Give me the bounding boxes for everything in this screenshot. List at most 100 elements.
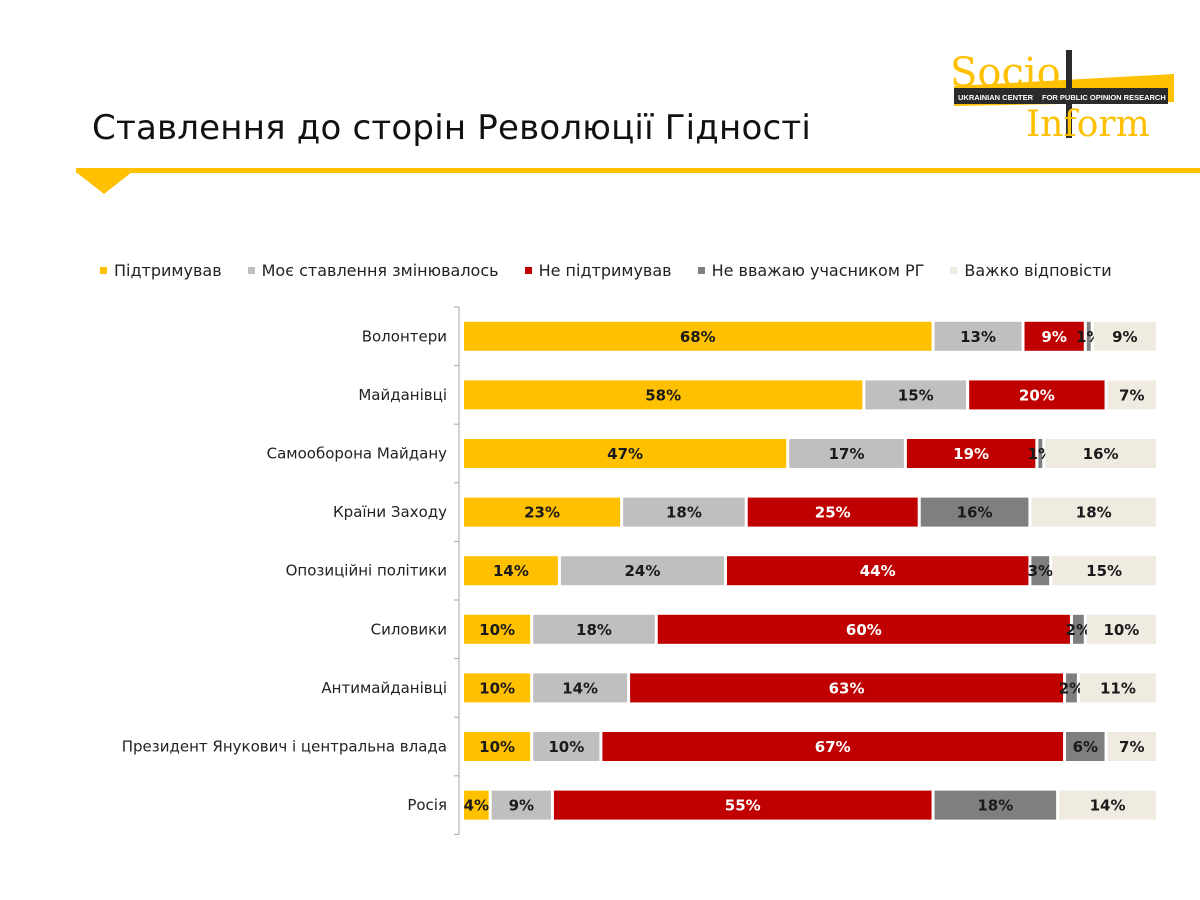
bar-row: 58% 15% 20% 7% bbox=[464, 380, 1156, 410]
bar-value-label: 20% bbox=[1019, 386, 1055, 404]
bar-segment bbox=[1031, 556, 1050, 586]
bar-segment bbox=[464, 439, 787, 468]
bar-value-label: 15% bbox=[898, 386, 934, 404]
bar-value-label: 14% bbox=[493, 562, 529, 580]
bar-row: 10% 18% 60% 2% 10% bbox=[464, 614, 1156, 644]
legend-item-1: Підтримував bbox=[100, 261, 222, 280]
page-title: Ставлення до сторін Революції Гідності bbox=[92, 108, 811, 148]
bar-value-label: 14% bbox=[1090, 797, 1126, 815]
bar-value-label: 15% bbox=[1086, 562, 1122, 580]
bar-segment bbox=[464, 614, 531, 644]
bar-segment bbox=[533, 614, 655, 644]
bar-value-label: 60% bbox=[846, 621, 882, 639]
bar-value-label: 14% bbox=[562, 679, 598, 697]
bar-value-label: 2% bbox=[1059, 679, 1084, 697]
bar-segment bbox=[747, 497, 918, 527]
bar-segment bbox=[969, 380, 1105, 410]
bar-row: 4% 9% 55% 18% 14% bbox=[464, 790, 1156, 820]
legend-swatch bbox=[247, 266, 255, 274]
chart-legend: Підтримував Моє ставлення змінювалось Не п… bbox=[100, 258, 1160, 282]
bar-segment bbox=[934, 790, 1057, 820]
bar-value-label: 19% bbox=[953, 445, 989, 463]
category-label: Президент Янукович і центральна влада bbox=[122, 738, 447, 756]
bar-segment bbox=[1086, 321, 1091, 351]
bar-segment bbox=[560, 556, 724, 586]
legend-label: Не підтримував bbox=[538, 260, 672, 280]
axis-layer: Волонтери Майданівці Самооборона Майдану Кр… bbox=[122, 306, 460, 835]
legend-label: Важко відповісти bbox=[964, 260, 1112, 280]
category-label: Самооборона Майдану bbox=[267, 445, 447, 463]
logo-text-inform: Inform bbox=[1026, 104, 1150, 142]
bar-value-label: 4% bbox=[464, 797, 489, 815]
bar-value-label: 10% bbox=[479, 621, 515, 639]
bar-value-label: 13% bbox=[960, 328, 996, 346]
bar-segment bbox=[1024, 321, 1084, 351]
legend-item-5: Важко відповісти bbox=[950, 260, 1112, 280]
logo-cross-vertical bbox=[1066, 50, 1072, 138]
bar-row: 14% 24% 44% 3% 15% bbox=[464, 556, 1156, 586]
bar-row: 10% 10% 67% 6% 7% bbox=[464, 732, 1156, 761]
bar-row: 68% 13% 9% 1% 9% bbox=[464, 321, 1156, 351]
bar-segment bbox=[1066, 673, 1077, 703]
bar-segment bbox=[553, 790, 932, 820]
legend-label: Моє ставлення змінювалось bbox=[261, 260, 499, 280]
bar-value-label: 9% bbox=[1041, 328, 1066, 346]
bar-row: 10% 14% 63% 2% 11% bbox=[464, 673, 1156, 703]
bar-segment bbox=[657, 614, 1070, 644]
bar-value-label: 58% bbox=[645, 386, 681, 404]
bar-value-label: 18% bbox=[1076, 504, 1112, 522]
bar-value-label: 18% bbox=[977, 797, 1013, 815]
category-label: Антимайданівці bbox=[321, 679, 447, 697]
bar-segment bbox=[464, 732, 531, 761]
logo-band-left-text: UKRAINIAN CENTER bbox=[958, 93, 1034, 102]
bar-segment bbox=[865, 380, 967, 410]
bar-segment bbox=[602, 732, 1064, 761]
legend-item-4: Не вважаю учасником РГ bbox=[697, 260, 925, 280]
logo-text-socio: Socio bbox=[950, 50, 1061, 96]
bar-value-label: 18% bbox=[666, 504, 702, 522]
legend-swatch bbox=[697, 266, 705, 274]
bar-segment bbox=[630, 673, 1064, 703]
bar-row: 23% 18% 25% 16% 18% bbox=[464, 497, 1156, 527]
bar-value-label: 11% bbox=[1100, 679, 1136, 697]
bar-value-label: 7% bbox=[1119, 386, 1144, 404]
title-notch-triangle bbox=[76, 172, 132, 194]
bar-row: 47% 17% 19% 1% 16% bbox=[464, 439, 1156, 468]
logo-band-right-text: FOR PUBLIC OPINION RESEARCH bbox=[1042, 93, 1166, 102]
bar-segment bbox=[1031, 497, 1156, 527]
legend-swatch bbox=[100, 266, 107, 274]
bar-value-label: 2% bbox=[1066, 621, 1091, 639]
category-label: Волонтери bbox=[362, 327, 447, 345]
bar-value-label: 25% bbox=[815, 504, 851, 522]
bar-segment bbox=[934, 321, 1022, 351]
bar-value-label: 9% bbox=[1112, 328, 1137, 346]
category-label: Росія bbox=[407, 796, 447, 814]
bar-segment bbox=[464, 321, 932, 351]
bar-segment bbox=[1045, 439, 1156, 468]
bar-value-label: 18% bbox=[576, 621, 612, 639]
category-label: Країни Заходу bbox=[333, 503, 447, 521]
socioinform-logo: Socio UKRAINIAN CENTER FOR PUBLIC OPINIO… bbox=[950, 50, 1174, 142]
bar-value-label: 24% bbox=[624, 562, 660, 580]
bar-segment bbox=[464, 790, 489, 820]
bar-segment bbox=[1052, 556, 1156, 586]
bars-layer: 68% 13% 9% 1% 9%58% 15% 20% 7%47% 17% 19% 1% 16%23%… bbox=[464, 321, 1156, 820]
bar-segment bbox=[1072, 614, 1084, 644]
legend-label: Не вважаю учасником РГ bbox=[711, 260, 925, 280]
bar-value-label: 6% bbox=[1073, 738, 1098, 756]
bar-value-label: 17% bbox=[829, 445, 865, 463]
bar-value-label: 10% bbox=[548, 738, 584, 756]
category-label: Майданівці bbox=[358, 386, 447, 404]
bar-segment bbox=[1093, 321, 1156, 351]
bar-value-label: 16% bbox=[957, 504, 993, 522]
bar-segment bbox=[491, 790, 551, 820]
bar-segment bbox=[533, 732, 600, 761]
bar-segment bbox=[906, 439, 1036, 468]
bar-value-label: 67% bbox=[815, 738, 851, 756]
bar-value-label: 7% bbox=[1119, 738, 1144, 756]
bar-value-label: 23% bbox=[524, 504, 560, 522]
legend-swatch bbox=[524, 266, 532, 274]
bar-segment bbox=[533, 673, 628, 703]
bar-value-label: 44% bbox=[860, 562, 896, 580]
bar-segment bbox=[1107, 380, 1156, 410]
